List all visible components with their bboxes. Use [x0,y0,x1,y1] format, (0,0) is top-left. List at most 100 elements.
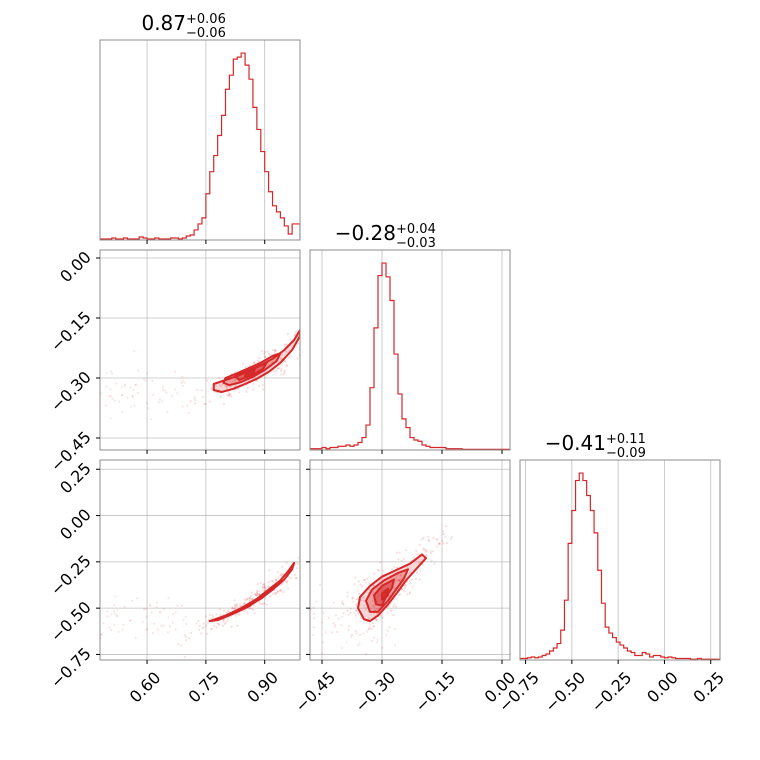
sample-point [400,559,403,562]
sample-point [240,604,243,607]
sample-point [394,605,398,609]
sample-point-tail [111,397,114,400]
pair-frame-1 [99,459,301,661]
sample-point [371,604,374,607]
sample-point [210,388,213,391]
sample-point-tail [118,400,121,403]
sample-point [350,633,353,636]
x-tick-label-1-0: −0.45 [291,668,339,716]
sample-point-tail [181,379,184,383]
sample-point-tail [109,417,112,420]
sample-point [357,592,361,595]
sample-point [224,385,227,388]
sample-point [223,609,226,612]
sample-point [251,388,255,391]
sample-point [398,580,401,583]
sample-point [426,535,430,539]
sample-point [442,532,445,536]
sample-point [355,598,358,601]
sample-point [371,599,375,603]
sample-point [355,609,358,612]
sample-point [280,588,283,591]
hist-title-minus-2: −0.09 [606,446,646,461]
sample-point [257,593,260,596]
sample-point [201,396,204,399]
sample-point [272,348,275,352]
sample-point [450,536,453,539]
x-tick-label-0-2: 0.90 [243,668,282,707]
sample-point-tail [162,624,166,627]
sample-point [434,538,438,541]
sample-point [225,394,229,397]
sample-point [278,366,281,370]
sample-point [218,607,222,610]
sample-point [293,333,296,336]
sample-point [398,579,401,582]
sample-point [319,330,321,332]
sample-point [307,336,309,338]
sample-point-tail [186,404,189,407]
sample-point [246,386,249,390]
sample-point [219,385,223,388]
hist-panel-0: 0.87 +0.06−0.06 [99,11,301,244]
sample-point [208,613,211,616]
sample-point [362,595,365,598]
sample-point-tail [121,393,124,396]
sample-point [367,617,371,620]
pair-frame-0 [99,249,301,451]
sample-point-tail [108,394,111,398]
sample-point-tail [181,384,184,388]
sample-point [312,552,314,554]
sample-point [276,590,279,593]
sample-point [409,591,412,594]
sample-point [225,385,229,388]
sample-point [347,628,350,632]
sample-point [305,338,307,340]
sample-point [416,553,419,556]
sample-point [397,579,400,582]
sample-point [355,614,358,617]
sample-point [256,589,259,592]
sample-point [221,383,224,386]
sample-point [258,590,261,593]
sample-point-tail [376,638,379,641]
sample-point [242,602,245,605]
sample-point-tail [340,624,343,627]
sample-point [362,597,365,600]
sample-point [410,578,413,581]
sample-point-tail [120,394,124,397]
sample-point-tail [324,631,327,634]
sample-point [301,563,303,565]
sample-point [376,568,380,571]
sample-point [392,614,395,617]
sample-point [259,581,262,584]
sample-point [372,604,375,607]
x-tick-label-2-2: −0.25 [587,668,635,716]
y-tick-label-1-2: −0.15 [47,307,95,355]
sample-point [283,369,286,372]
sample-point [371,622,374,625]
sample-point [346,591,349,594]
sample-point [275,591,278,594]
sample-point [441,540,444,543]
sample-point-tail [321,621,324,624]
sample-point [243,610,246,613]
sample-point-tail [145,402,149,405]
sample-point [395,597,398,600]
pair-content-2 [310,525,453,655]
sample-point-tail [376,641,379,644]
sample-point [208,400,211,403]
sample-point [393,566,396,569]
sample-point-tail [128,619,131,623]
sample-point [368,626,371,629]
sample-point [219,395,222,398]
sample-point [268,569,271,572]
sample-point [373,605,376,608]
sample-point [400,588,403,591]
sample-point [281,573,284,576]
sample-point-tail [333,601,336,604]
sample-point [285,350,288,353]
y-tick-label-2-2: −0.25 [47,551,95,599]
sample-point [376,612,379,615]
sample-point [284,360,287,363]
